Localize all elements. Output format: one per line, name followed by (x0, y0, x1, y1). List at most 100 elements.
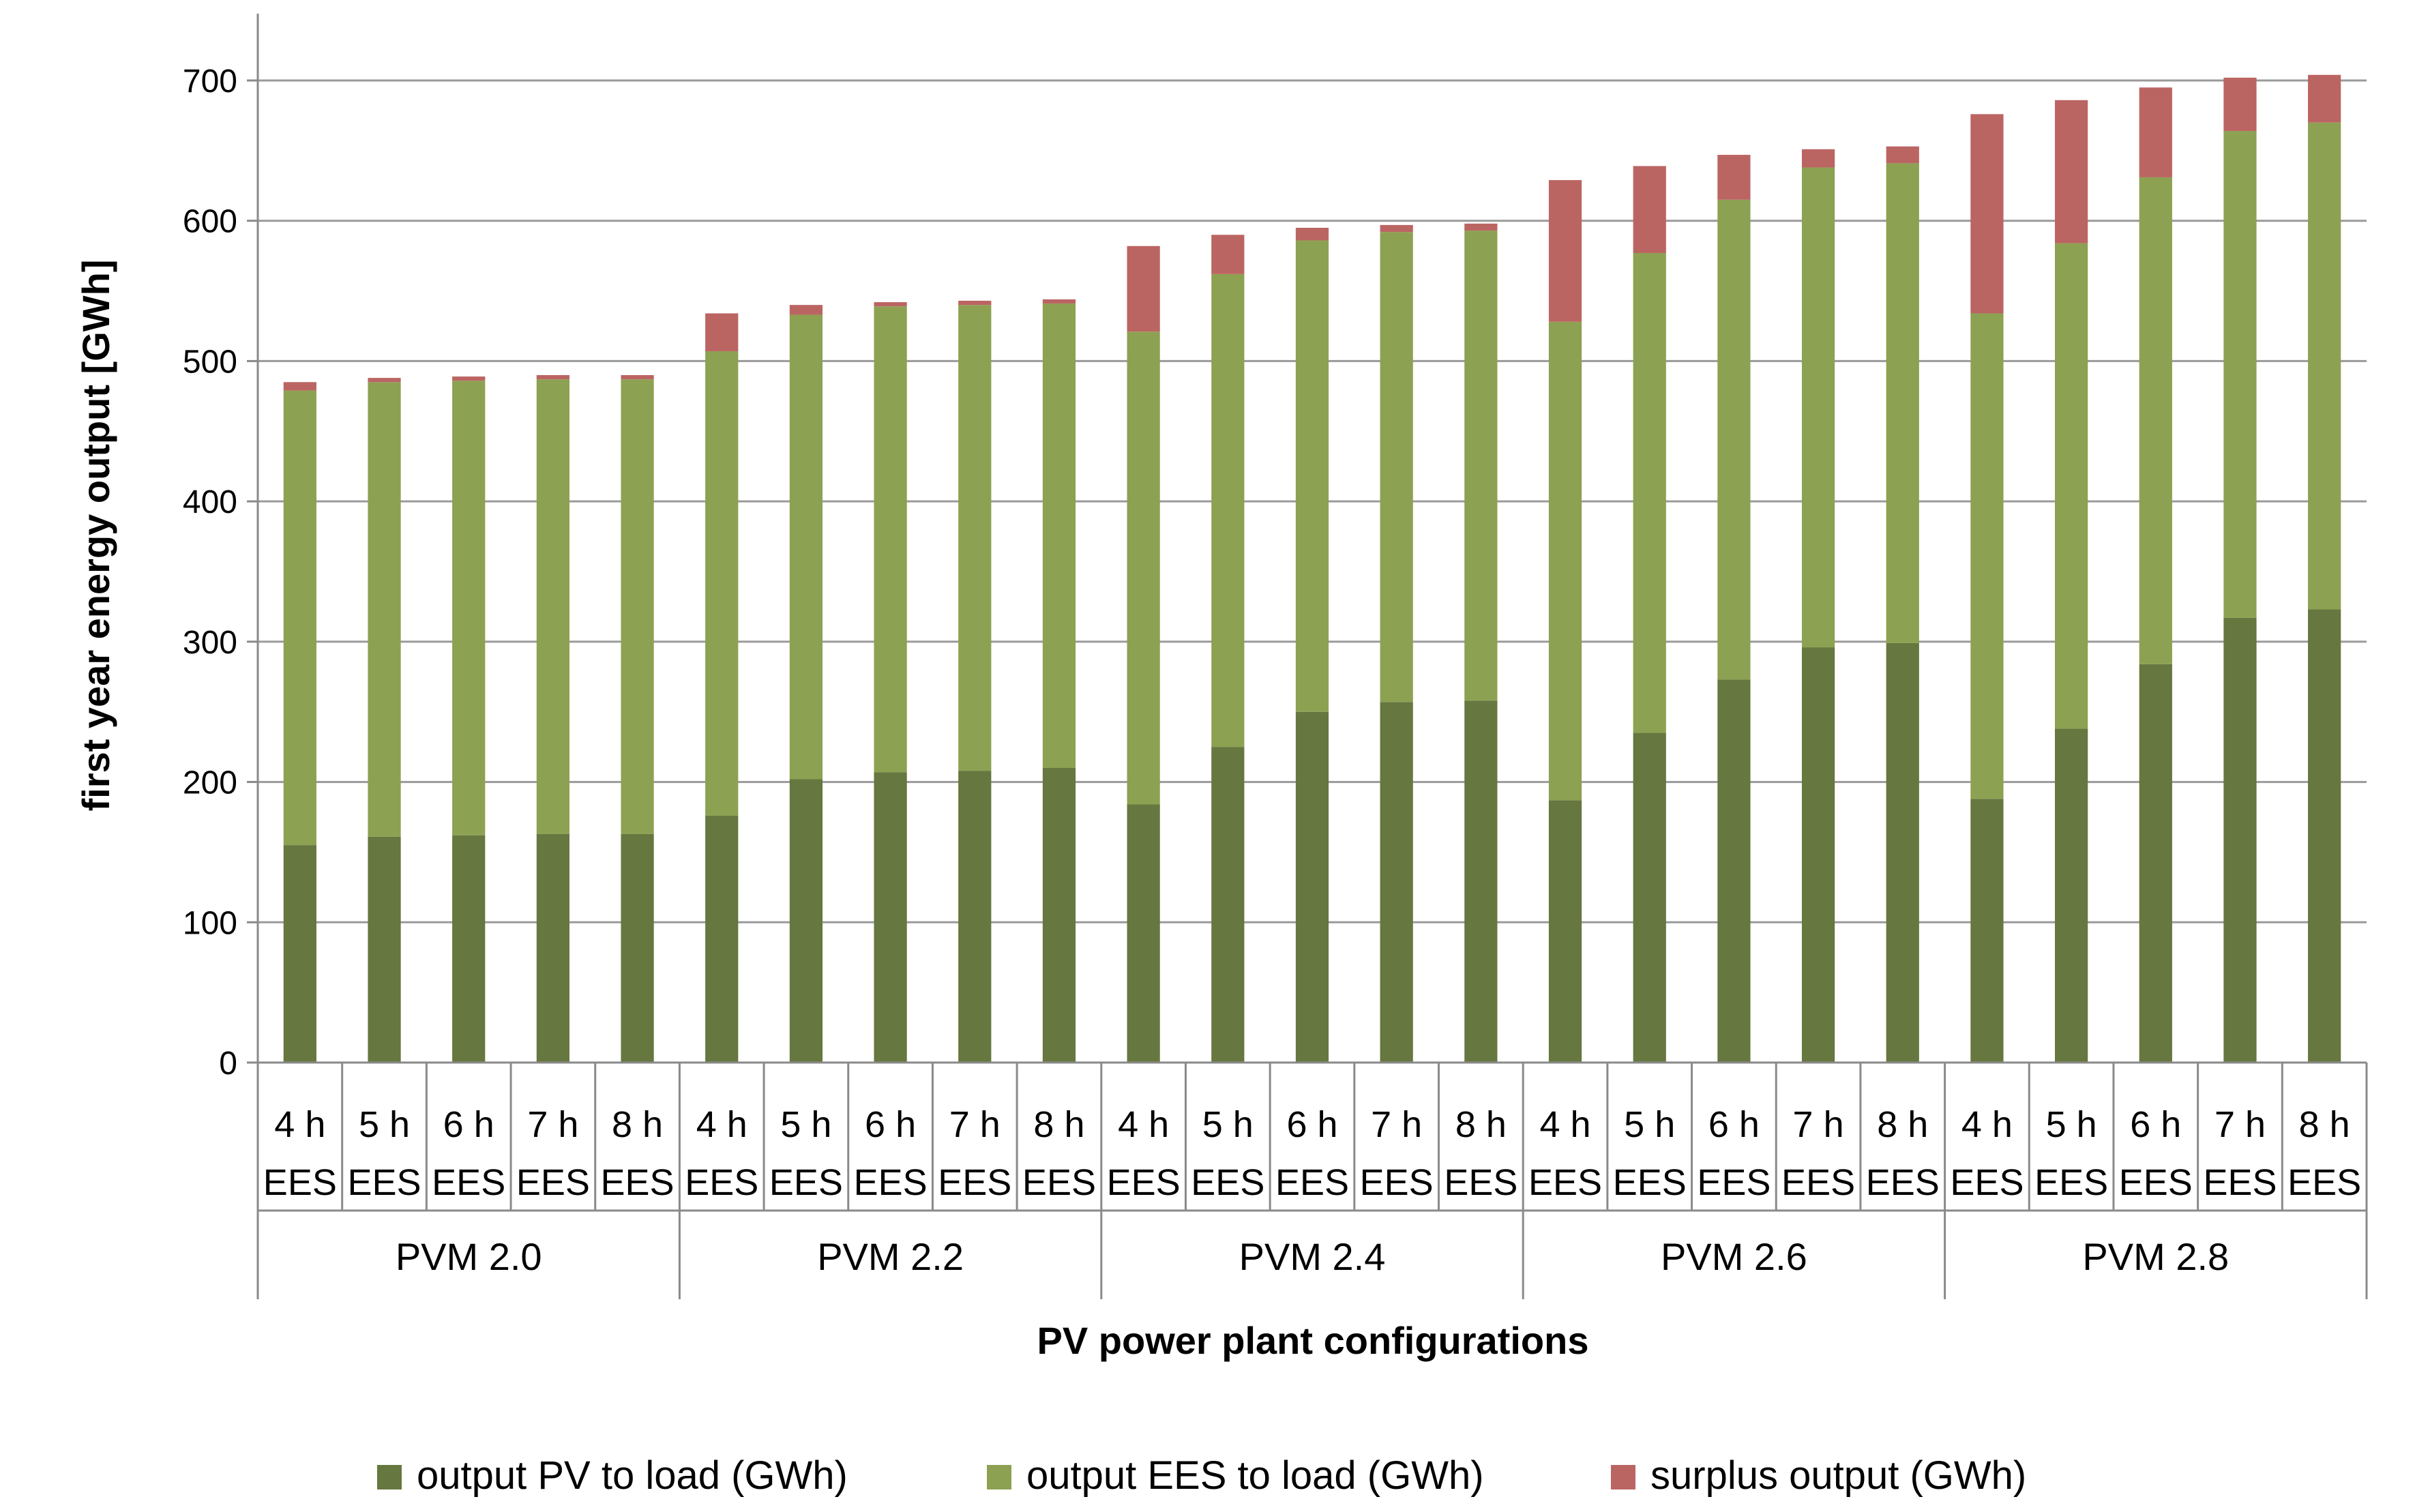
bar-segment-1 (1633, 732, 1666, 1063)
category-label-line1: 7 h (949, 1104, 1001, 1145)
category-label-line2: EES (685, 1162, 758, 1203)
bar-segment-1 (874, 772, 907, 1063)
bar-segment-2 (958, 305, 992, 771)
category-label-line1: 5 h (359, 1104, 410, 1145)
category-label-line2: EES (1950, 1162, 2024, 1203)
x-group-labels: PVM 2.0 PVM 2.2 PVM 2.4 PVM 2.6 PVM 2.8 (396, 1235, 2229, 1278)
legend-swatch-3 (1611, 1465, 1635, 1489)
category-label-line1: 5 h (1624, 1104, 1675, 1145)
category-label-line1: 8 h (612, 1104, 663, 1145)
y-tick-label: 200 (183, 765, 237, 801)
category-label-line1: 7 h (1793, 1104, 1844, 1145)
category-label-line1: 5 h (780, 1104, 831, 1145)
group-label: PVM 2.6 (1661, 1235, 1807, 1278)
category-label-line1: 6 h (865, 1104, 916, 1145)
category-label-line2: EES (2119, 1162, 2193, 1203)
category-label-line1: 6 h (2130, 1104, 2181, 1145)
bar-segment-2 (368, 382, 401, 837)
bar-segment-1 (1886, 642, 1919, 1063)
bar-segment-3 (1042, 299, 1076, 304)
category-label-line2: EES (2203, 1162, 2277, 1203)
category-label-line1: 4 h (1118, 1104, 1169, 1145)
bar-segment-3 (1717, 155, 1751, 200)
category-label-line2: EES (769, 1162, 843, 1203)
group-label: PVM 2.4 (1239, 1235, 1386, 1278)
bar-segment-2 (2139, 177, 2172, 664)
bar-segment-1 (2139, 664, 2172, 1063)
y-tick-label: 400 (183, 484, 237, 520)
category-label-line1: 8 h (1033, 1104, 1084, 1145)
bar-segment-2 (283, 390, 316, 846)
category-label-line1: 4 h (1540, 1104, 1591, 1145)
category-label-line2: EES (854, 1162, 928, 1203)
bar-segment-1 (2308, 609, 2341, 1063)
category-label-line2: EES (2034, 1162, 2108, 1203)
category-label-line2: EES (1444, 1162, 1517, 1203)
category-label-line2: EES (263, 1162, 337, 1203)
category-label-line1: 8 h (2299, 1104, 2350, 1145)
bar-segment-2 (1970, 313, 2004, 799)
axes (247, 14, 2368, 1299)
bar-segment-2 (1633, 253, 1666, 733)
category-label-line2: EES (1275, 1162, 1349, 1203)
category-label-line2: EES (432, 1162, 505, 1203)
bar-segment-2 (452, 381, 486, 835)
y-tick-label: 700 (183, 63, 237, 100)
category-label-line2: EES (1697, 1162, 1770, 1203)
group-label: PVM 2.8 (2082, 1235, 2229, 1278)
bar-segment-1 (1717, 679, 1751, 1063)
bar-segment-3 (283, 382, 316, 391)
bar-segment-1 (2223, 617, 2257, 1063)
category-label-line1: 8 h (1455, 1104, 1507, 1145)
bar-segment-1 (1042, 768, 1076, 1063)
bar-segment-1 (2055, 728, 2088, 1063)
bar-segment-1 (789, 779, 823, 1063)
y-tick-label: 300 (183, 625, 237, 661)
category-label-line1: 5 h (1202, 1104, 1254, 1145)
bar-segment-2 (1801, 167, 1835, 648)
category-label-line1: 6 h (1708, 1104, 1760, 1145)
category-label-line1: 5 h (2046, 1104, 2097, 1145)
bar-segment-3 (874, 302, 907, 307)
category-label-line1: 7 h (527, 1104, 578, 1145)
category-label-line1: 4 h (696, 1104, 747, 1145)
group-label: PVM 2.2 (817, 1235, 964, 1278)
bar-segment-2 (1464, 231, 1498, 701)
x-category-labels: 4 h EES 5 h EES 6 h EES 7 h EES 8 h EES 4 h EES 5 h E… (263, 1104, 2361, 1203)
bar-segment-3 (1464, 223, 1498, 231)
category-label-line2: EES (1022, 1162, 1096, 1203)
category-label-line2: EES (347, 1162, 421, 1203)
category-label-line1: 4 h (1961, 1104, 2013, 1145)
bar-segment-3 (958, 300, 992, 306)
bar-segment-2 (1717, 199, 1751, 680)
bar-segment-1 (368, 836, 401, 1063)
bar-segment-2 (1042, 303, 1076, 769)
bar-segment-1 (1127, 804, 1160, 1063)
bar-segment-1 (621, 833, 654, 1063)
category-label-line1: 7 h (1371, 1104, 1422, 1145)
x-axis-title: PV power plant configurations (1037, 1319, 1589, 1362)
bar-segment-3 (1127, 246, 1160, 332)
bar-segment-3 (1633, 166, 1666, 254)
bar-segment-2 (789, 314, 823, 780)
category-label-line1: 4 h (274, 1104, 325, 1145)
bar-segment-2 (2308, 122, 2341, 610)
category-label-line1: 6 h (1286, 1104, 1337, 1145)
y-tick-label: 100 (183, 905, 237, 941)
bar-segment-3 (2055, 100, 2088, 243)
bar-segment-3 (536, 375, 569, 380)
bar-segment-1 (1970, 799, 2004, 1063)
y-tick-label: 500 (183, 344, 237, 380)
legend-label-1: output PV to load (GWh) (417, 1453, 848, 1498)
bar-segment-3 (2308, 74, 2341, 123)
category-label-line1: 7 h (2214, 1104, 2266, 1145)
bar-segment-3 (452, 376, 486, 381)
bar-segment-1 (1295, 711, 1329, 1063)
category-label-line2: EES (1360, 1162, 1434, 1203)
bar-segment-3 (2223, 77, 2257, 132)
category-label-line2: EES (516, 1162, 590, 1203)
bar-segment-2 (874, 306, 907, 773)
bar-segment-3 (1295, 228, 1329, 241)
y-tick-label: 600 (183, 204, 237, 240)
bar-segment-1 (705, 815, 739, 1063)
